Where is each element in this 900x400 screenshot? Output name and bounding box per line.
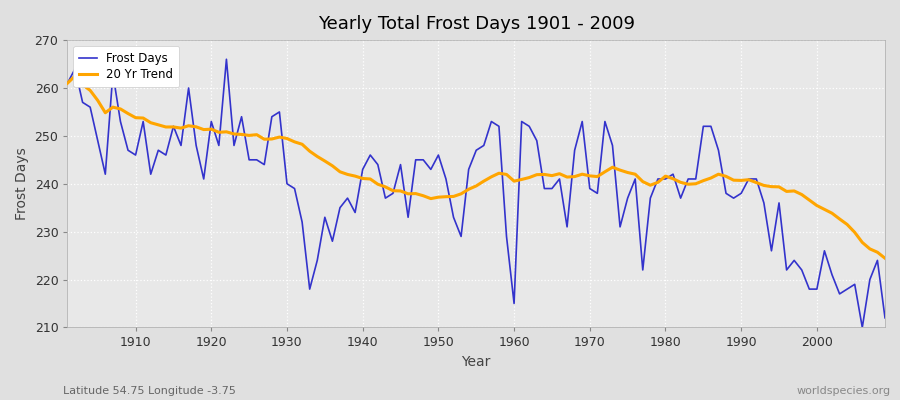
Line: Frost Days: Frost Days: [68, 59, 885, 328]
Frost Days: [122, 148, 133, 153]
Frost Days: [857, 325, 868, 330]
20 Yr Trend: [517, 177, 527, 182]
Frost Days: [221, 57, 232, 62]
20 Yr Trend: [608, 165, 618, 170]
Frost Days: [508, 301, 519, 306]
X-axis label: Year: Year: [462, 355, 490, 369]
Frost Days: [297, 220, 308, 224]
Frost Days: [342, 196, 353, 200]
Legend: Frost Days, 20 Yr Trend: Frost Days, 20 Yr Trend: [74, 46, 179, 87]
20 Yr Trend: [508, 179, 519, 184]
Line: 20 Yr Trend: 20 Yr Trend: [68, 76, 885, 258]
Text: Latitude 54.75 Longitude -3.75: Latitude 54.75 Longitude -3.75: [63, 386, 236, 396]
Frost Days: [62, 81, 73, 86]
Frost Days: [517, 119, 527, 124]
20 Yr Trend: [297, 142, 308, 147]
20 Yr Trend: [69, 74, 80, 78]
Text: worldspecies.org: worldspecies.org: [796, 386, 891, 396]
20 Yr Trend: [342, 172, 353, 177]
Title: Yearly Total Frost Days 1901 - 2009: Yearly Total Frost Days 1901 - 2009: [318, 15, 634, 33]
Frost Days: [608, 143, 618, 148]
20 Yr Trend: [879, 256, 890, 261]
Y-axis label: Frost Days: Frost Days: [15, 147, 29, 220]
Frost Days: [879, 316, 890, 320]
20 Yr Trend: [62, 81, 73, 86]
20 Yr Trend: [130, 115, 141, 120]
